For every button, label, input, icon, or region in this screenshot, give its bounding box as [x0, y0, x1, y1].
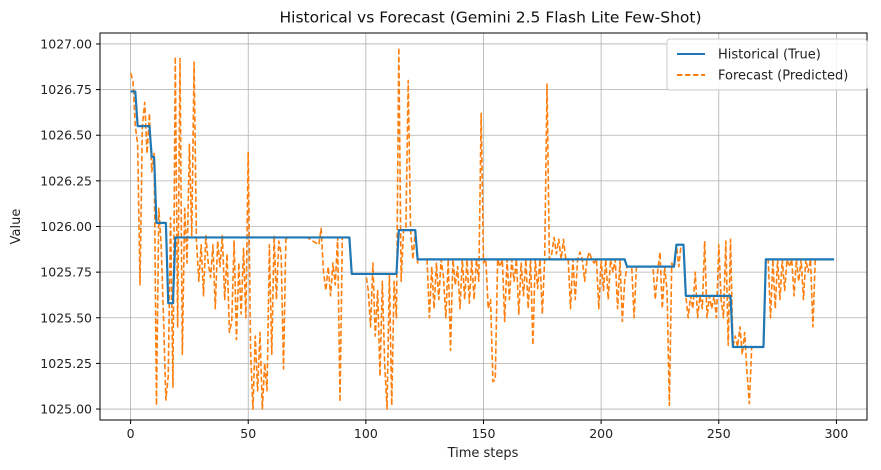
x-tick-label: 0 — [127, 426, 135, 441]
legend: Historical (True) Forecast (Predicted) — [666, 38, 868, 91]
x-tick-label: 150 — [472, 426, 496, 441]
x-tick-label: 300 — [824, 426, 848, 441]
y-axis-ticks: 1025.00 1025.25 1025.50 1025.75 1026.00 1026.… — [40, 36, 100, 417]
y-tick-label: 1026.25 — [40, 173, 92, 188]
legend-box — [666, 38, 868, 91]
x-tick-label: 200 — [589, 426, 613, 441]
y-axis-label: Value — [9, 209, 24, 245]
historical-series-line — [130, 90, 835, 349]
y-tick-label: 1025.25 — [40, 356, 92, 371]
x-axis-label: Time steps — [447, 446, 519, 461]
legend-label-forecast: Forecast (Predicted) — [718, 69, 848, 84]
legend-label-historical: Historical (True) — [718, 48, 821, 63]
forecast-series-line — [129, 46, 835, 410]
x-tick-label: 250 — [707, 426, 731, 441]
x-axis-ticks: 0 50 100 150 200 250 300 — [127, 420, 848, 441]
y-tick-label: 1025.50 — [40, 310, 92, 325]
series-lines — [129, 46, 835, 410]
y-tick-label: 1025.75 — [40, 265, 92, 280]
chart-title: Historical vs Forecast (Gemini 2.5 Flash… — [279, 9, 701, 27]
grid-lines — [100, 33, 867, 420]
x-tick-label: 50 — [240, 426, 256, 441]
x-tick-label: 100 — [354, 426, 378, 441]
y-tick-label: 1025.00 — [40, 402, 92, 417]
y-tick-label: 1026.50 — [40, 128, 92, 143]
y-tick-label: 1026.75 — [40, 82, 92, 97]
y-tick-label: 1027.00 — [40, 36, 92, 51]
y-tick-label: 1026.00 — [40, 219, 92, 234]
